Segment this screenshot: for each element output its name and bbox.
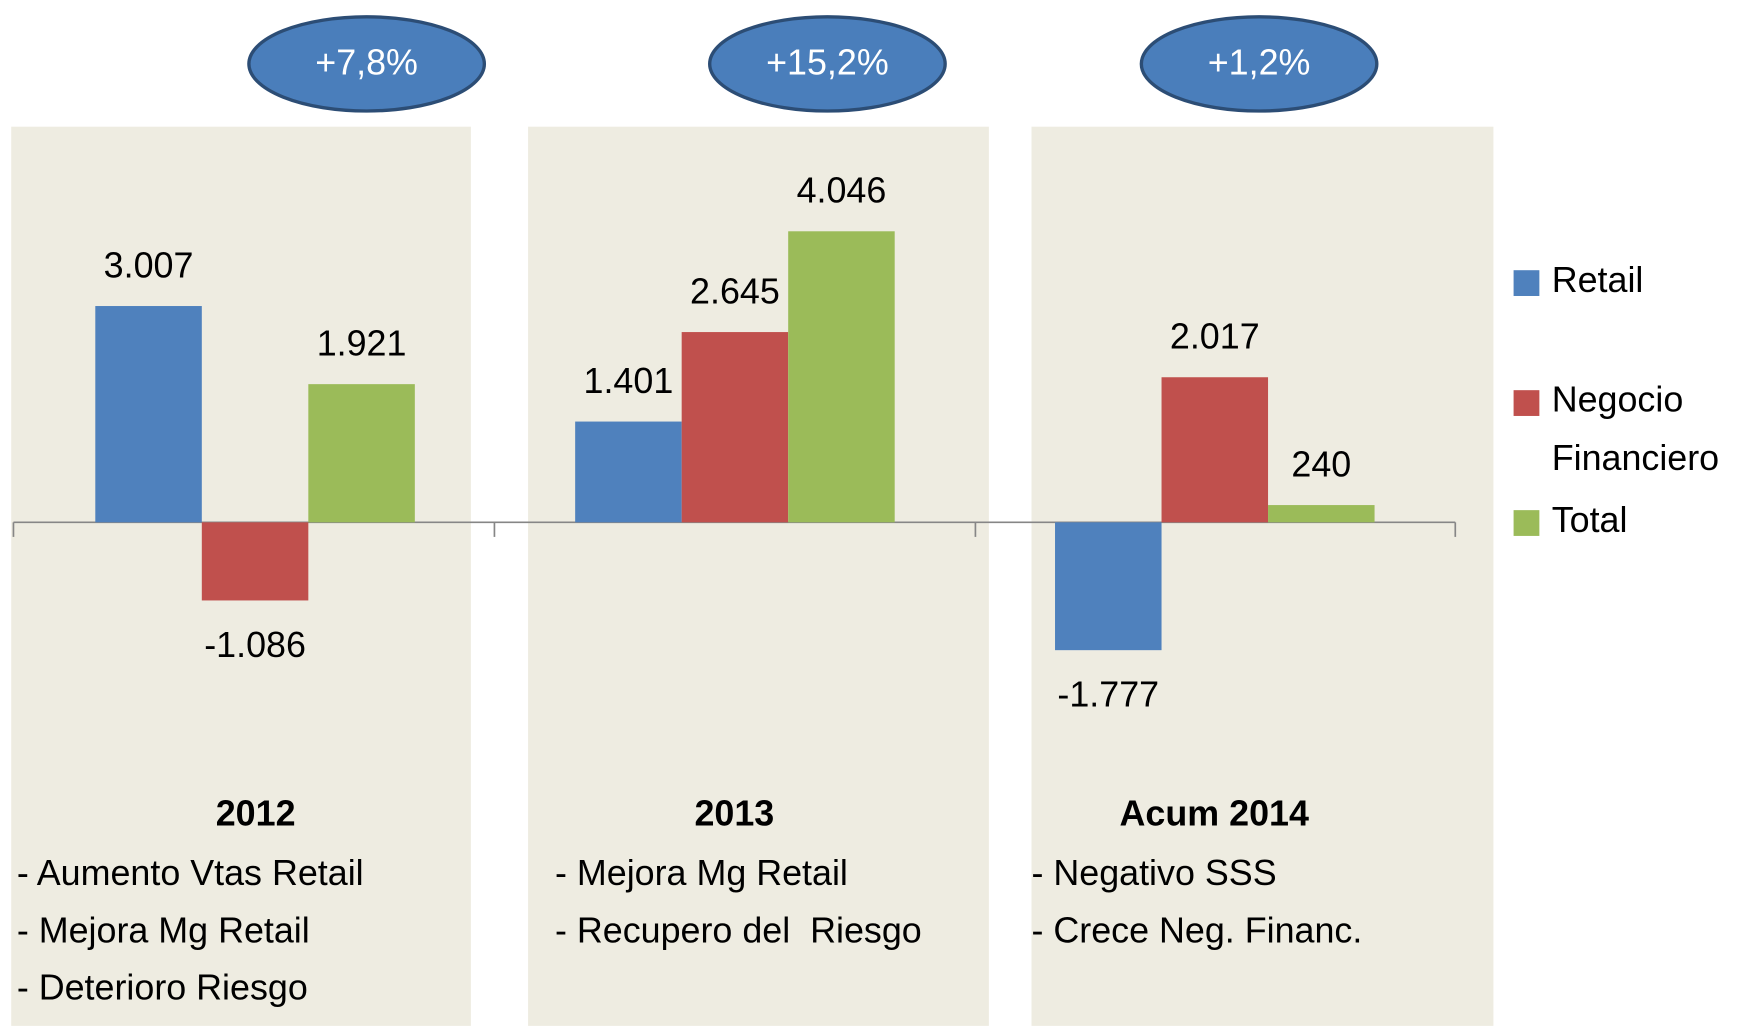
value-label: -1.777	[1057, 675, 1159, 715]
bar	[575, 421, 682, 523]
description: - Recupero del Riesgo	[555, 910, 922, 950]
value-label: 4.046	[797, 171, 887, 211]
value-label: 1.921	[317, 323, 407, 363]
bar	[1055, 522, 1162, 651]
bar	[308, 384, 415, 523]
bar	[788, 231, 895, 523]
description: - Negativo SSS	[1031, 853, 1276, 893]
description: - Mejora Mg Retail	[555, 853, 848, 893]
value-label: 1.401	[584, 361, 674, 401]
annotation: +1,2%	[1208, 42, 1311, 82]
category-label: 2012	[216, 794, 296, 834]
category-label: 2013	[694, 794, 774, 834]
bar	[95, 306, 202, 523]
legend-swatch	[1513, 390, 1540, 416]
description: - Crece Neg. Financ.	[1031, 910, 1362, 950]
bar	[681, 332, 789, 523]
annotation: +7,8%	[315, 42, 418, 82]
value-label: 2.017	[1170, 317, 1260, 357]
value-label: 240	[1291, 444, 1351, 484]
annotation-bubble	[247, 15, 487, 113]
legend-label: Retail	[1552, 260, 1644, 300]
value-label: 3.007	[104, 245, 194, 285]
description: - Deterioro Riesgo	[17, 967, 308, 1007]
annotation-bubble	[708, 15, 947, 113]
value-label: 2.645	[690, 271, 780, 311]
annotation: +15,2%	[766, 42, 889, 82]
legend-label: Total	[1552, 500, 1628, 540]
category-label: Acum 2014	[1120, 794, 1309, 834]
value-label: -1.086	[204, 625, 306, 665]
bar	[1268, 505, 1375, 523]
legend-swatch	[1513, 270, 1540, 296]
legend-label: Negocio Financiero	[1552, 380, 1719, 478]
annotation-bubble	[1139, 15, 1379, 113]
description: - Mejora Mg Retail	[17, 910, 310, 950]
legend-swatch	[1513, 510, 1540, 536]
bar	[201, 522, 309, 601]
bar	[1161, 377, 1269, 523]
description: - Aumento Vtas Retail	[17, 853, 364, 893]
panel	[528, 126, 989, 1026]
